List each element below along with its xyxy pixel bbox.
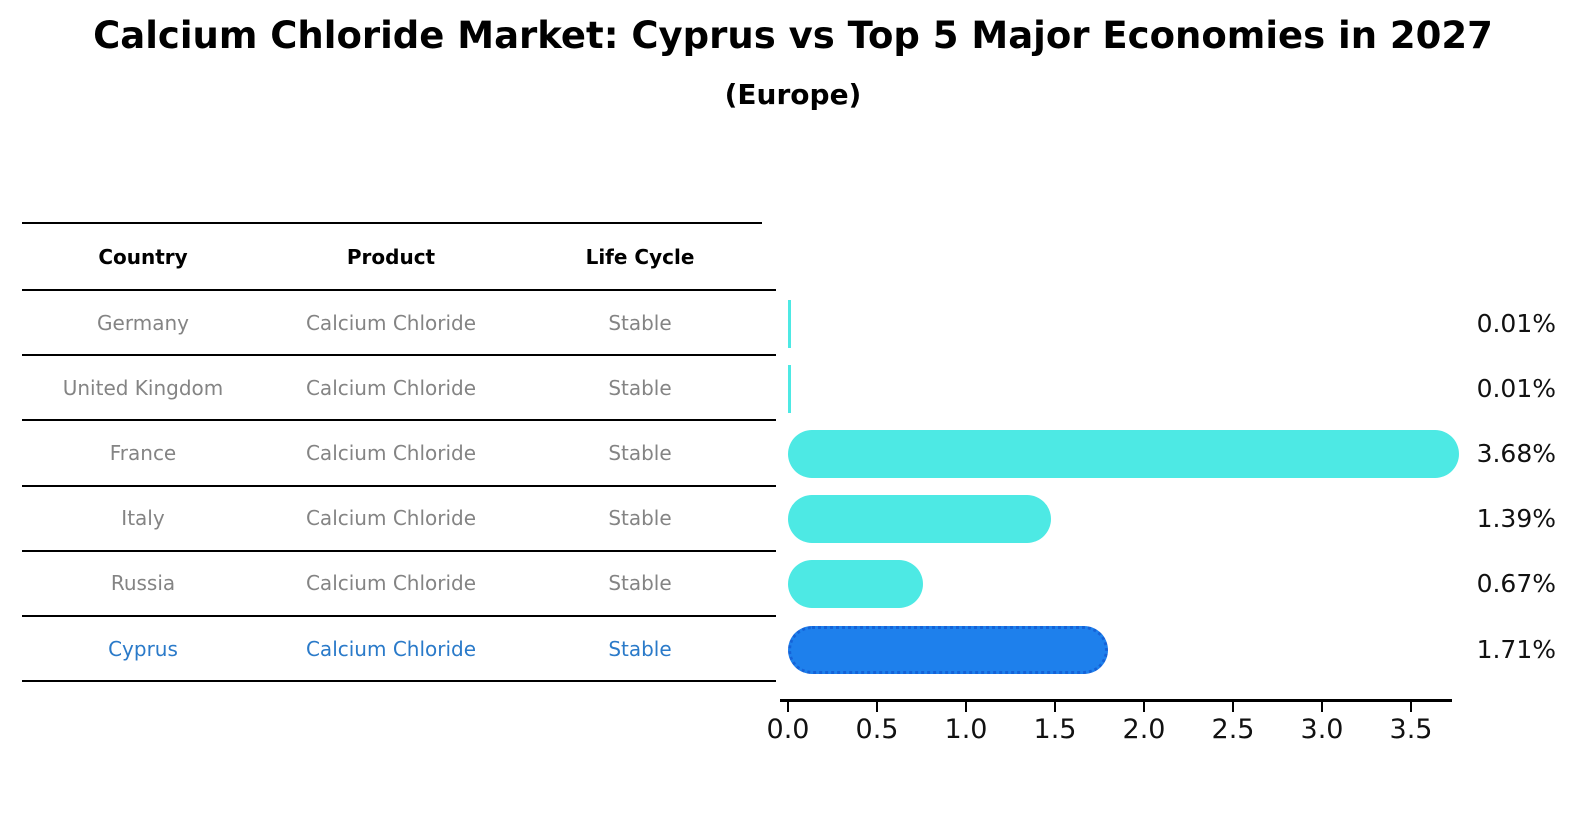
bar-russia: [788, 560, 923, 609]
column-header-country: Country: [98, 244, 188, 269]
x-axis-tick-label: 3.5: [1389, 714, 1433, 745]
cell-life-cycle: Stable: [608, 571, 672, 596]
table-row-united-kingdom: United Kingdom Calcium Chloride Stable: [22, 356, 762, 422]
x-axis-tick-label: 0.0: [766, 714, 810, 745]
cell-country: United Kingdom: [62, 375, 224, 400]
chart-subtitle: (Europe): [724, 78, 862, 111]
y-axis-tick: [758, 354, 776, 357]
y-axis-tick: [758, 680, 776, 683]
table-header-row: Country Product Life Cycle: [22, 224, 762, 291]
bar-value-label: 0.01%: [1476, 373, 1556, 403]
bar-value-label: 3.68%: [1476, 439, 1556, 468]
bar-germany: [788, 299, 791, 348]
x-axis-tick-label: 0.5: [855, 714, 899, 745]
cell-life-cycle: Stable: [608, 440, 672, 465]
cell-product: Calcium Chloride: [305, 571, 477, 596]
cell-product: Calcium Chloride: [305, 440, 477, 465]
y-axis-tick: [758, 419, 776, 422]
x-axis-tick: [1143, 701, 1145, 712]
y-axis-tick: [758, 549, 776, 552]
x-axis-tick: [1410, 701, 1412, 712]
x-axis-tick-label: 1.0: [944, 714, 988, 745]
bar-italy: [788, 495, 1051, 544]
bar-united-kingdom: [788, 364, 791, 413]
y-axis-tick: [758, 289, 776, 291]
table-row-germany: Germany Calcium Chloride Stable: [22, 291, 762, 357]
x-axis-tick-label: 1.5: [1033, 714, 1077, 745]
table-row-italy: Italy Calcium Chloride Stable: [22, 487, 762, 552]
x-axis-tick: [965, 701, 967, 712]
x-axis-tick: [1321, 701, 1323, 712]
chart-title: Calcium Chloride Market: Cyprus vs Top 5…: [93, 14, 1493, 57]
cell-life-cycle: Stable: [608, 636, 672, 661]
x-axis-line: [780, 699, 1452, 702]
x-axis-tick: [1054, 701, 1056, 712]
cell-product: Calcium Chloride: [305, 310, 477, 335]
cell-life-cycle: Stable: [608, 375, 672, 400]
x-axis-tick: [1232, 701, 1234, 712]
column-header-life-cycle: Life Cycle: [585, 244, 695, 269]
cell-country: Italy: [121, 506, 165, 531]
cell-life-cycle: Stable: [608, 506, 672, 531]
x-axis-tick-label: 2.0: [1122, 714, 1166, 745]
table-row-russia: Russia Calcium Chloride Stable: [22, 552, 762, 617]
x-axis-tick-label: 3.0: [1300, 714, 1344, 745]
cell-product: Calcium Chloride: [305, 506, 477, 531]
cell-country: Cyprus: [108, 636, 178, 661]
country-table: Country Product Life Cycle Germany Calciu…: [22, 222, 762, 683]
cell-product: Calcium Chloride: [305, 636, 477, 661]
cell-country: France: [109, 440, 177, 465]
bar-france: [788, 430, 1459, 478]
cell-life-cycle: Stable: [608, 310, 672, 335]
bar-cyprus-highlighted: [788, 625, 1108, 674]
column-header-product: Product: [346, 244, 436, 269]
bar-value-label: 1.39%: [1476, 504, 1556, 534]
table-row-france: France Calcium Chloride Stable: [22, 421, 762, 487]
x-axis-tick: [876, 701, 878, 712]
cell-product: Calcium Chloride: [305, 375, 477, 400]
bar-value-label: 1.71%: [1476, 634, 1556, 664]
y-axis-tick: [758, 484, 776, 487]
x-axis-tick-label: 2.5: [1211, 714, 1255, 745]
bar-value-label: 0.67%: [1476, 569, 1556, 599]
cell-country: Russia: [110, 571, 176, 596]
bar-value-label: 0.01%: [1476, 308, 1556, 338]
y-axis-tick: [758, 615, 776, 617]
x-axis-tick: [787, 701, 789, 712]
table-row-cyprus: Cyprus Calcium Chloride Stable: [22, 617, 762, 683]
table-body: Germany Calcium Chloride Stable United King…: [22, 291, 762, 683]
cell-country: Germany: [97, 310, 189, 335]
